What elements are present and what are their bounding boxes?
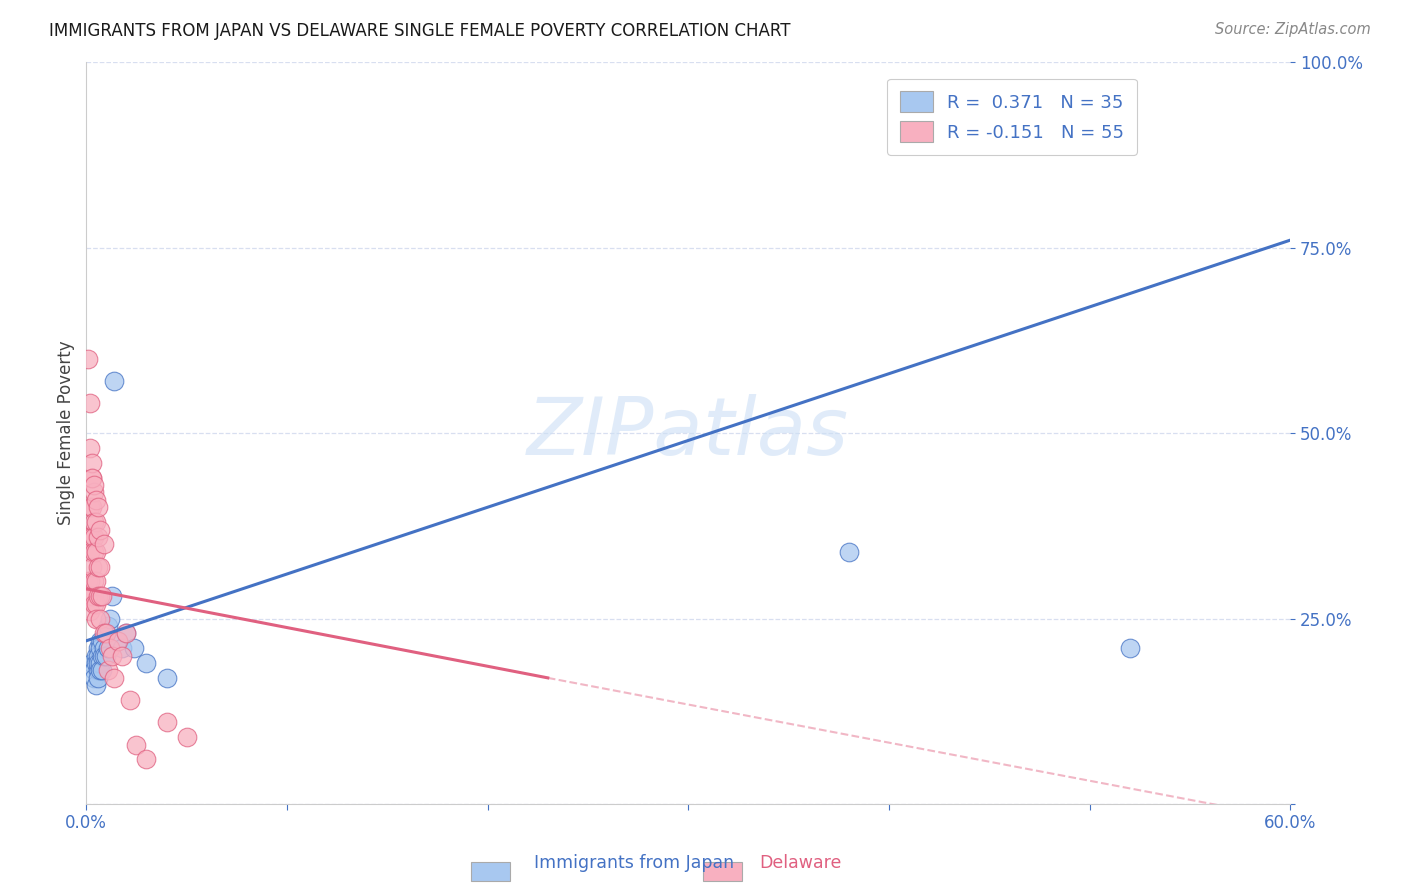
Point — [89, 664, 111, 678]
Point — [86, 492, 108, 507]
Point — [83, 478, 105, 492]
Point — [83, 597, 105, 611]
Point — [77, 589, 100, 603]
Point — [89, 589, 111, 603]
Point — [87, 656, 110, 670]
Point — [82, 456, 104, 470]
Point — [97, 641, 120, 656]
Point — [120, 693, 142, 707]
Point — [82, 559, 104, 574]
Point — [111, 641, 134, 656]
Point — [838, 545, 860, 559]
Point — [96, 626, 118, 640]
Y-axis label: Single Female Poverty: Single Female Poverty — [58, 341, 75, 525]
Point — [86, 656, 108, 670]
Point — [86, 574, 108, 589]
Point — [115, 626, 138, 640]
Point — [93, 641, 115, 656]
Point — [82, 656, 104, 670]
Point — [96, 648, 118, 663]
Point — [125, 738, 148, 752]
Point — [89, 559, 111, 574]
Point — [79, 500, 101, 515]
Point — [111, 648, 134, 663]
Point — [89, 611, 111, 625]
Point — [86, 678, 108, 692]
Point — [79, 396, 101, 410]
Point — [93, 537, 115, 551]
Point — [82, 470, 104, 484]
Point — [87, 671, 110, 685]
Point — [89, 656, 111, 670]
Point — [93, 626, 115, 640]
Point — [83, 485, 105, 500]
Point — [83, 515, 105, 529]
Point — [82, 589, 104, 603]
Point — [77, 351, 100, 366]
Point — [155, 671, 177, 685]
Point — [82, 530, 104, 544]
Point — [124, 641, 146, 656]
Point — [89, 523, 111, 537]
Point — [87, 641, 110, 656]
Point — [86, 597, 108, 611]
Point — [103, 671, 125, 685]
Point — [89, 641, 111, 656]
Legend: R =  0.371   N = 35, R = -0.151   N = 55: R = 0.371 N = 35, R = -0.151 N = 55 — [887, 78, 1136, 154]
Point — [86, 545, 108, 559]
Text: Source: ZipAtlas.com: Source: ZipAtlas.com — [1215, 22, 1371, 37]
Point — [93, 648, 115, 663]
Point — [91, 589, 114, 603]
Point — [91, 648, 114, 663]
Point — [107, 633, 129, 648]
Point — [101, 589, 124, 603]
Text: Immigrants from Japan: Immigrants from Japan — [534, 855, 734, 872]
Point — [101, 648, 124, 663]
Point — [135, 752, 157, 766]
Point — [1118, 641, 1140, 656]
Point — [87, 559, 110, 574]
Point — [87, 648, 110, 663]
Point — [98, 611, 121, 625]
Point — [83, 671, 105, 685]
Point — [87, 589, 110, 603]
Point — [82, 500, 104, 515]
Point — [79, 530, 101, 544]
Point — [87, 500, 110, 515]
Point — [86, 515, 108, 529]
Point — [77, 530, 100, 544]
Point — [97, 664, 120, 678]
Text: ZIPatlas: ZIPatlas — [527, 394, 849, 472]
Text: IMMIGRANTS FROM JAPAN VS DELAWARE SINGLE FEMALE POVERTY CORRELATION CHART: IMMIGRANTS FROM JAPAN VS DELAWARE SINGLE… — [49, 22, 790, 40]
Point — [83, 530, 105, 544]
Point — [91, 664, 114, 678]
Point — [77, 574, 100, 589]
Point — [83, 664, 105, 678]
Point — [79, 441, 101, 455]
Point — [79, 545, 101, 559]
Point — [91, 633, 114, 648]
Point — [176, 730, 198, 744]
Point — [103, 374, 125, 388]
Point — [97, 619, 120, 633]
Point — [83, 574, 105, 589]
Point — [155, 715, 177, 730]
Point — [87, 530, 110, 544]
Point — [79, 574, 101, 589]
Point — [79, 604, 101, 618]
Point — [107, 633, 129, 648]
Point — [83, 545, 105, 559]
Point — [82, 470, 104, 484]
Point — [86, 611, 108, 625]
Point — [87, 664, 110, 678]
Point — [96, 626, 118, 640]
Point — [135, 656, 157, 670]
Point — [86, 648, 108, 663]
Point — [89, 633, 111, 648]
Point — [98, 641, 121, 656]
Point — [115, 626, 138, 640]
Text: Delaware: Delaware — [759, 855, 842, 872]
